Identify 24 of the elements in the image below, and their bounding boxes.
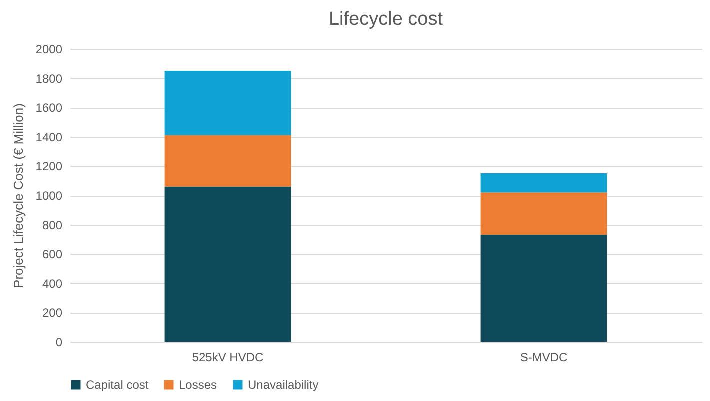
legend-label: Losses: [179, 378, 218, 392]
bar: [480, 174, 608, 193]
bar: [164, 135, 292, 187]
y-axis-title: Project Lifecycle Cost (€ Million): [10, 104, 26, 288]
legend-label: Capital cost: [86, 378, 150, 392]
chart-title: Lifecycle cost: [328, 9, 444, 30]
x-tick-label: 525kV HVDC: [192, 350, 264, 364]
y-tick-label: 400: [42, 276, 63, 291]
bar: [480, 192, 608, 236]
legend-label: Unavailability: [248, 378, 319, 392]
bar: [480, 235, 608, 342]
y-tick-label: 200: [42, 306, 63, 320]
y-tick-label: 600: [42, 248, 63, 262]
y-tick-label: 1000: [36, 189, 63, 203]
y-tick-label: 1200: [36, 160, 63, 174]
y-tick-label: 800: [42, 218, 63, 232]
y-tick-label: 0: [56, 336, 63, 350]
bar: [164, 186, 292, 342]
bar: [164, 70, 292, 136]
y-tick-label: 1600: [36, 101, 63, 116]
y-tick-label: 1400: [36, 130, 63, 144]
y-tick-label: 1800: [36, 72, 63, 86]
x-tick-label: S-MVDC: [520, 350, 568, 364]
y-tick-label: 2000: [36, 42, 63, 56]
